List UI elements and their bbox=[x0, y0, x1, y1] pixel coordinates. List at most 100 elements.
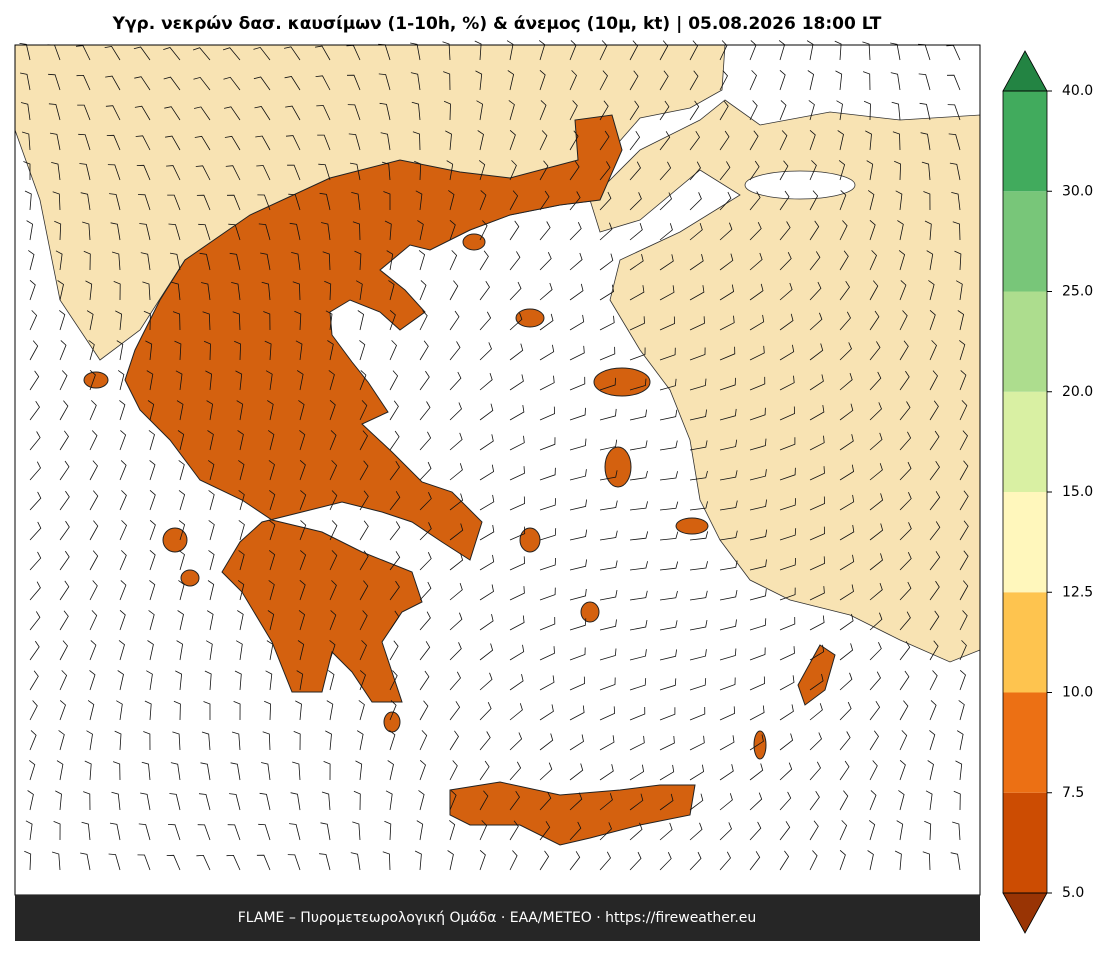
wind-barb bbox=[689, 440, 708, 451]
wind-barb bbox=[659, 254, 674, 271]
wind-barb bbox=[388, 280, 395, 301]
colorbar-tick-label: 10.0 bbox=[1062, 685, 1093, 701]
wind-barb bbox=[779, 437, 796, 451]
wind-barb bbox=[27, 790, 34, 811]
wind-barb bbox=[177, 430, 185, 451]
wind-barb bbox=[418, 250, 426, 271]
wind-barb bbox=[952, 821, 961, 841]
wind-barb bbox=[479, 190, 487, 211]
wind-barb bbox=[809, 496, 826, 511]
wind-barb bbox=[229, 252, 241, 271]
wind-barb bbox=[659, 561, 679, 571]
wind-barb bbox=[539, 762, 553, 781]
wind-barb bbox=[569, 647, 586, 661]
wind-barb bbox=[325, 310, 333, 331]
wind-barb bbox=[148, 610, 155, 631]
wind-barb bbox=[206, 610, 214, 631]
wind-barb bbox=[659, 161, 672, 181]
wind-barb bbox=[629, 70, 639, 91]
wind-barb bbox=[89, 460, 98, 481]
wind-barb bbox=[569, 469, 587, 481]
wind-barb bbox=[629, 254, 644, 271]
wind-barb bbox=[359, 610, 368, 631]
wind-barb bbox=[569, 191, 581, 211]
wind-barb bbox=[89, 550, 99, 571]
wind-barb bbox=[749, 529, 768, 541]
wind-barb bbox=[55, 790, 62, 811]
wind-barb bbox=[264, 340, 272, 361]
wind-barb bbox=[839, 190, 847, 211]
wind-barb bbox=[689, 70, 699, 91]
wind-barb bbox=[115, 310, 123, 331]
wind-barb bbox=[719, 706, 736, 721]
wind-barb bbox=[81, 821, 91, 841]
wind-barb bbox=[268, 580, 275, 601]
wind-barb bbox=[599, 130, 610, 151]
wind-barb bbox=[26, 220, 34, 241]
wind-barb bbox=[569, 100, 578, 121]
wind-barb bbox=[509, 850, 518, 871]
wind-barb bbox=[539, 704, 554, 721]
wind-barb bbox=[253, 76, 271, 91]
wind-barb bbox=[294, 310, 302, 331]
wind-barb bbox=[659, 223, 673, 241]
wind-barb bbox=[163, 76, 181, 91]
wind-barb bbox=[109, 822, 121, 841]
wind-barb bbox=[89, 400, 97, 421]
wind-barb bbox=[599, 408, 617, 421]
wind-barb bbox=[359, 340, 366, 361]
wind-barb bbox=[629, 620, 648, 631]
wind-barb bbox=[629, 347, 646, 361]
wind-barb bbox=[254, 106, 271, 121]
colorbar-tick-label: 40.0 bbox=[1062, 83, 1093, 99]
wind-barb bbox=[689, 254, 704, 271]
wind-barb bbox=[79, 163, 91, 181]
wind-barb bbox=[203, 701, 211, 720]
wind-barb bbox=[809, 556, 826, 571]
wind-barb bbox=[449, 493, 464, 511]
wind-barb bbox=[509, 526, 526, 541]
wind-barb bbox=[869, 371, 882, 391]
wind-barb bbox=[809, 251, 821, 271]
wind-barb bbox=[203, 340, 211, 361]
wind-barb bbox=[29, 340, 39, 361]
wind-barb bbox=[719, 439, 738, 451]
wind-barb bbox=[869, 612, 883, 631]
wind-barb bbox=[51, 162, 61, 181]
wind-barb bbox=[926, 250, 934, 271]
wind-barb bbox=[359, 670, 366, 691]
island-naxos bbox=[580, 601, 600, 623]
wind-barb bbox=[659, 793, 674, 811]
wind-barb bbox=[291, 252, 301, 271]
wind-barb bbox=[509, 615, 525, 631]
wind-barb bbox=[869, 642, 882, 661]
wind-barb bbox=[869, 402, 882, 421]
wind-barb bbox=[83, 250, 91, 271]
wind-barb bbox=[284, 76, 301, 91]
wind-barb bbox=[839, 820, 848, 841]
wind-barb bbox=[238, 520, 245, 541]
wind-barb bbox=[689, 649, 707, 661]
wind-barb bbox=[77, 104, 91, 121]
wind-barb bbox=[227, 824, 241, 841]
wind-barb bbox=[238, 490, 245, 511]
wind-barb bbox=[86, 730, 93, 751]
colorbar-bin bbox=[1003, 492, 1047, 593]
wind-barb bbox=[839, 311, 851, 331]
wind-barb bbox=[170, 762, 181, 781]
wind-barb bbox=[419, 641, 431, 661]
wind-barb bbox=[54, 220, 62, 241]
wind-barb bbox=[689, 706, 706, 721]
wind-barb bbox=[232, 311, 241, 331]
wind-barb bbox=[194, 135, 211, 151]
wind-barb bbox=[569, 252, 583, 271]
wind-barb bbox=[895, 190, 903, 211]
wind-barb bbox=[476, 100, 484, 121]
wind-barb bbox=[809, 466, 825, 481]
wind-barb bbox=[863, 100, 871, 121]
colorbar-tick-label: 12.5 bbox=[1062, 584, 1093, 600]
wind-barb bbox=[479, 702, 492, 721]
wind-barb bbox=[539, 821, 551, 841]
wind-barb bbox=[48, 73, 61, 91]
wind-barb bbox=[178, 460, 185, 481]
